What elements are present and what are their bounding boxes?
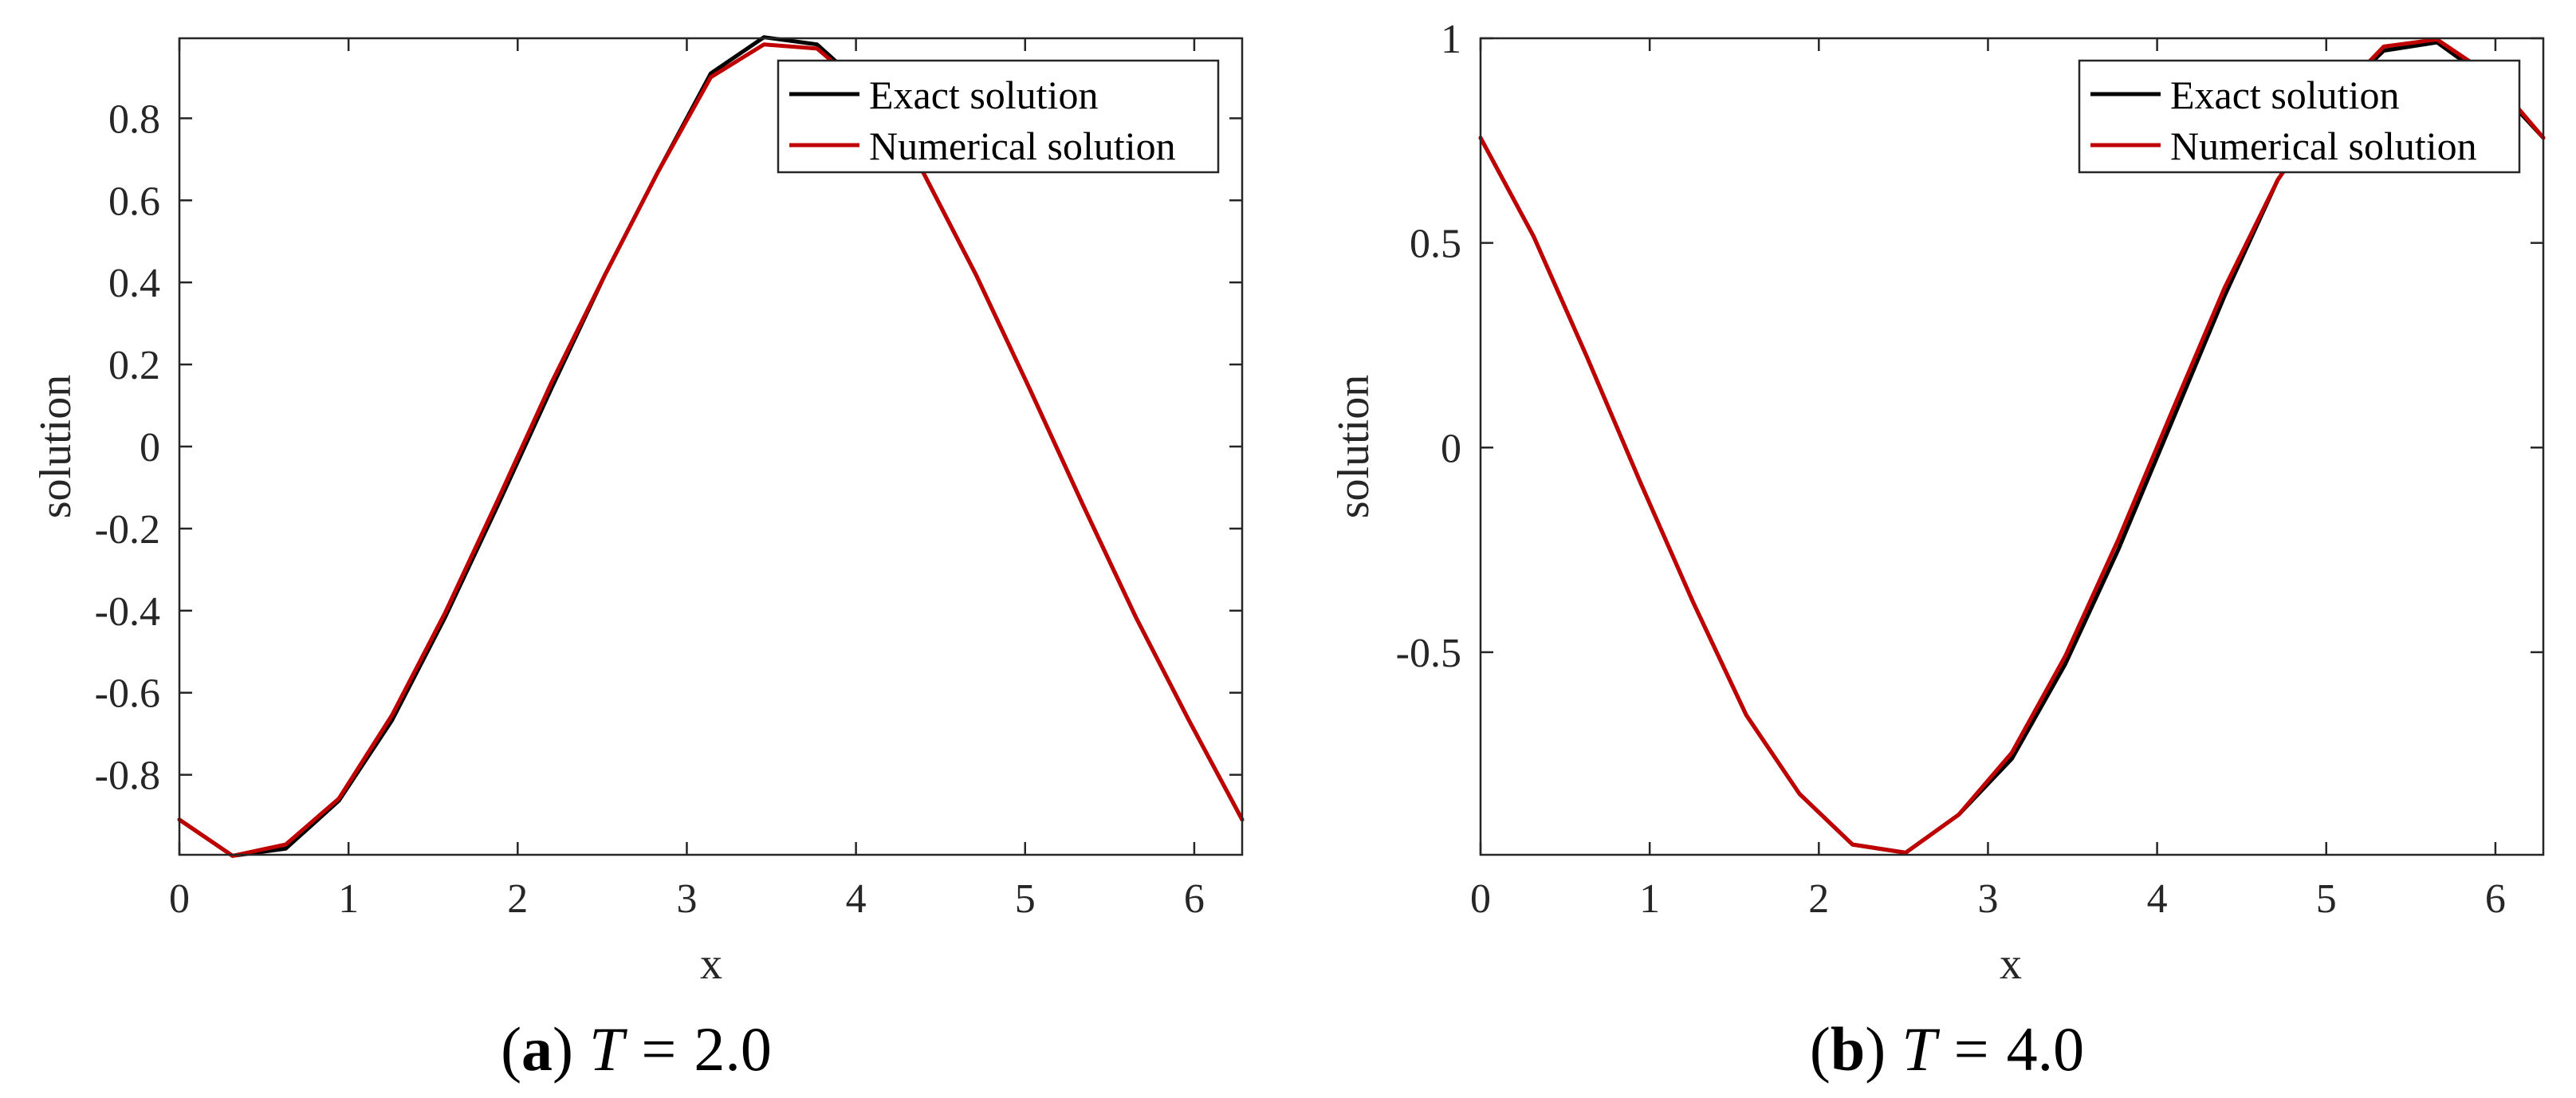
panel-a-y-tick-label: -0.2 [95, 507, 160, 553]
panel-b-y-tick-label: 0 [1441, 426, 1461, 471]
panel-a-x-tick-label: 0 [169, 876, 190, 922]
panel-b-x-tick-label: 6 [2485, 876, 2506, 922]
panel-b-caption-value: 4.0 [2007, 1014, 2085, 1084]
panel-a-plot-area: 0 1 2 3 4 5 6 -0.8 -0.6 -0.4 -0.2 0 0.2 0.4 0.6 0.8 [95, 35, 1245, 922]
panel-b-x-tick-label: 5 [2316, 876, 2337, 922]
panel-a-legend: Exact solution Numerical solution [777, 59, 1220, 174]
panel-a-caption-close: ) [553, 1014, 573, 1084]
panel-b-caption-open: ( [1810, 1014, 1831, 1084]
panel-a-legend-label-numerical: Numerical solution [869, 124, 1176, 168]
panel-a-y-tick-label: 0.8 [108, 96, 160, 142]
panel-a-caption-value: 2.0 [694, 1014, 772, 1084]
panel-b-y-axis-label: solution [1329, 375, 1378, 518]
panel-a-y-tick-label: -0.8 [95, 754, 160, 799]
panel-a: 0 1 2 3 4 5 6 -0.8 -0.6 -0.4 -0.2 0 0.2 0.4 0.6 0.8 Exa… [31, 35, 1245, 1084]
panel-a-y-tick-label: 0.6 [108, 179, 160, 224]
panel-b-y-tick-label: 0.5 [1410, 222, 1461, 267]
panel-a-series-numerical-line [177, 42, 1245, 858]
panel-a-y-tick-label: 0.2 [108, 343, 160, 388]
panel-b-y-tick-label: -0.5 [1396, 631, 1461, 676]
panel-b-caption-variable: T [1902, 1014, 1940, 1084]
panel-a-y-tick-label: 0 [140, 425, 160, 470]
panel-a-y-tick-label: 0.4 [108, 261, 160, 306]
panel-a-x-axis-label: x [700, 939, 722, 989]
panel-a-caption-letter: a [521, 1014, 553, 1084]
panel-b-legend-label-exact: Exact solution [2170, 73, 2399, 117]
panel-b-legend: Exact solution Numerical solution [2078, 59, 2521, 174]
panel-a-caption-open: ( [501, 1014, 521, 1084]
panel-a-y-axis-label: solution [31, 375, 81, 518]
panel-a-x-tick-label: 4 [846, 876, 867, 922]
panel-a-y-tick-label: -0.4 [95, 589, 160, 635]
panel-b-caption-equals: = [1954, 1014, 1989, 1084]
panel-a-caption-variable: T [589, 1014, 627, 1084]
panel-b-caption-letter: b [1831, 1014, 1865, 1084]
panel-b-x-tick-label: 2 [1808, 876, 1829, 922]
panel-b-y-tick-label: 1 [1441, 17, 1461, 62]
panel-b-caption-close: ) [1865, 1014, 1886, 1084]
panel-b-x-axis-label: x [2000, 939, 2022, 989]
panel-a-legend-label-exact: Exact solution [869, 73, 1098, 117]
panel-b-legend-label-numerical: Numerical solution [2170, 124, 2477, 168]
panel-b-axes-box [1479, 37, 2545, 856]
panel-b-x-tick-label: 3 [1977, 876, 1998, 922]
panel-a-x-tick-label: 5 [1015, 876, 1036, 922]
panel-a-y-tick-label: -0.6 [95, 671, 160, 717]
panel-b-legend-box [2078, 59, 2521, 174]
panel-b-caption: (b) T = 4.0 [1810, 1014, 2084, 1084]
panel-a-legend-box [777, 59, 1220, 174]
panel-b-x-tick-label: 4 [2147, 876, 2168, 922]
panel-b-x-tick-label: 0 [1470, 876, 1491, 922]
panel-a-x-tick-label: 1 [338, 876, 359, 922]
panel-a-caption: (a) T = 2.0 [501, 1014, 772, 1084]
panel-a-x-tick-label: 6 [1184, 876, 1205, 922]
panel-b-x-tick-label: 1 [1639, 876, 1660, 922]
panel-a-caption-equals: = [641, 1014, 676, 1084]
panel-b: 0 1 2 3 4 5 6 -0.5 0 0.5 1 Exact solution Numerica… [1329, 17, 2546, 1084]
panel-a-x-tick-label: 2 [507, 876, 528, 922]
panel-a-x-tick-label: 3 [676, 876, 697, 922]
